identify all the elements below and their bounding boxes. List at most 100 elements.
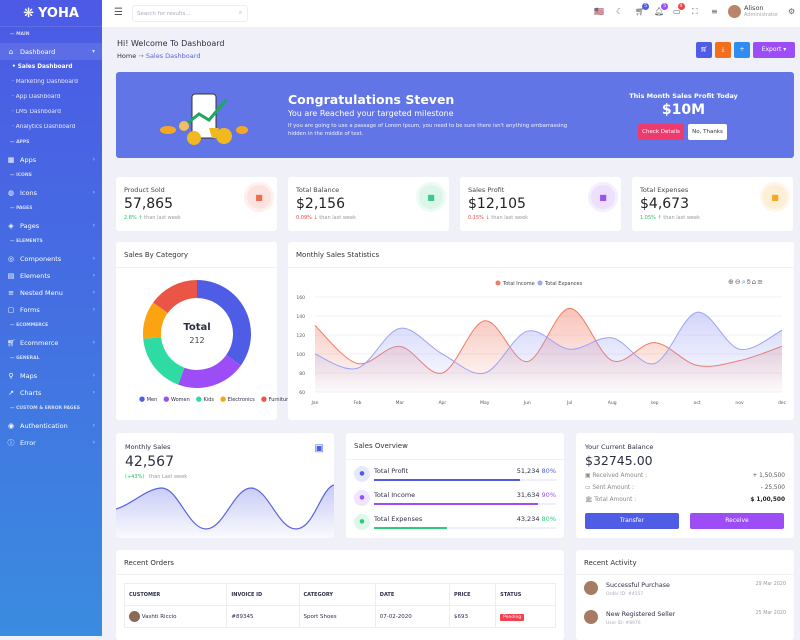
donut-slice-women[interactable] [178, 354, 241, 388]
zoom-out-icon[interactable]: ⊖ [734, 278, 742, 286]
section-general: — GENERAL [10, 356, 40, 361]
chevron-right-icon: › [92, 389, 95, 396]
sidebar-item-elements[interactable]: ▤ Elements › [7, 271, 95, 280]
download-button[interactable]: ⤓ [715, 42, 731, 58]
chevron-right-icon: › [92, 306, 95, 313]
user-role: Administrator [744, 12, 779, 18]
sidebar-item-authentication[interactable]: ◉ Authentication › [7, 421, 95, 430]
section-custom: — CUSTOM & ERROR PAGES [10, 406, 80, 411]
flag-icon[interactable]: 🇺🇸︎ [594, 7, 604, 16]
y-tick-label: 140 [296, 314, 305, 320]
stat-card: Total Balance $2,156 0.09% ↓ than last wee… [288, 177, 449, 231]
stat-value: $12,105 [468, 196, 526, 212]
banner-text: If you are going to use a passage of Lor… [288, 123, 568, 137]
home-icon: ⌂ [8, 47, 14, 56]
donut-slice-electronics[interactable] [143, 302, 168, 339]
progress-bar [374, 503, 556, 505]
bell-icon[interactable]: 🔔︎ 5 [654, 3, 669, 16]
card-title: Sales By Category [124, 251, 189, 259]
card-title: Sales Overview [354, 442, 408, 450]
chevron-right-icon: › [92, 372, 95, 379]
cart-icon[interactable]: 🛒︎ 5 [635, 3, 650, 16]
check-details-button[interactable]: Check Details [638, 124, 684, 140]
sidebar-sub-marketing[interactable]: · Marketing Dashboard [12, 79, 78, 85]
export-button[interactable]: Export ▾ [753, 42, 795, 58]
sidebar-item-error[interactable]: ⓘ Error › [7, 438, 96, 447]
menu-toggle-icon[interactable]: ☰ [114, 7, 123, 18]
list-menu-icon[interactable]: ≡ [711, 7, 718, 16]
sidebar-item-ecommerce[interactable]: 🛒︎ Ecommerce › [7, 338, 95, 347]
chevron-down-icon: ▾ [91, 48, 95, 55]
sidebar-item-forms[interactable]: ▢ Forms › [7, 305, 95, 314]
sidebar-item-icons[interactable]: ◍ Icons › [7, 188, 95, 197]
stat-label: Product Sold [124, 186, 165, 194]
top-header: ☰ Search for results... ⌕ 🇺🇸︎ ☾ 🛒︎ 5 🔔︎ 5 ▭… [102, 0, 800, 27]
zoom-in-icon[interactable]: ⊕ [728, 278, 735, 286]
breadcrumb-home[interactable]: Home [117, 52, 137, 60]
table-row[interactable]: Vashti Riccio #89345 Sport Shoes 07-02-2020… [123, 605, 556, 628]
fullscreen-icon[interactable]: ⛶ [692, 7, 698, 16]
magnifier-icon[interactable]: ⌕ [741, 278, 747, 286]
brand-logo[interactable]: ❋ YOHA [0, 0, 102, 27]
transfer-button[interactable]: Transfer [585, 513, 679, 529]
sidebar-sub-lms[interactable]: · LMS Dashboard [12, 109, 61, 115]
donut-slice-furniture[interactable] [153, 280, 197, 314]
x-tick-label: dec [778, 400, 787, 406]
sidebar-item-pages[interactable]: ◈ Pages › [8, 221, 95, 230]
pan-icon[interactable]: ✋︎ [746, 278, 752, 286]
sidebar-item-maps[interactable]: ⚲ Maps › [8, 371, 95, 380]
donut-chart [143, 280, 251, 388]
legend-item[interactable]: ● Kids [195, 395, 214, 403]
sidebar-sub-sales[interactable]: • Sales Dashboard [12, 64, 73, 70]
sidebar-item-components[interactable]: ◎ Components › [7, 254, 95, 263]
no-thanks-button[interactable]: No, Thanks [688, 124, 727, 140]
series-line-1[interactable] [314, 311, 783, 375]
monthly-sales-card: Monthly Sales 42,567 (+43%) than Last we… [116, 433, 334, 538]
legend-label: Total Income [502, 281, 535, 287]
sidebar-item-apps[interactable]: ▦ Apps › [7, 155, 95, 164]
sidebar-sub-app[interactable]: · App Dashboard [12, 94, 61, 100]
message-icon[interactable]: ▭ 4 [673, 3, 685, 16]
chart-toolbar: ⊕⊖⌕✋︎⌂≡ [728, 278, 764, 287]
legend-item[interactable]: ● Furniture [260, 395, 292, 403]
cart-button[interactable]: 🛒︎ [696, 42, 712, 58]
column-header: PRICE [449, 583, 497, 606]
profit-value: $10M [661, 102, 706, 118]
legend-item[interactable]: ● Women [163, 395, 190, 403]
sidebar-item-charts[interactable]: ↗ Charts › [8, 388, 95, 397]
chevron-right-icon: › [92, 189, 95, 196]
progress-bar [374, 479, 556, 481]
moon-icon[interactable]: ☾ [616, 7, 624, 16]
menu-icon[interactable]: ≡ [757, 278, 764, 286]
overview-row: ● Total Profit 51,234 80% [354, 464, 556, 486]
column-header: STATUS [495, 583, 556, 606]
y-tick-label: 60 [299, 390, 305, 396]
activity-item[interactable]: New Registered Seller User ID: #8976 25 Ma… [584, 609, 786, 633]
gear-icon[interactable]: ⚙ [788, 7, 796, 16]
add-button[interactable]: + [734, 42, 750, 58]
legend-item[interactable]: ● Men [139, 395, 158, 403]
home-icon[interactable]: ⌂ [751, 278, 758, 286]
card-title: Recent Activity [584, 559, 637, 567]
sidebar-item-nested-menu[interactable]: ≡ Nested Menu › [8, 288, 95, 297]
legend-item[interactable]: ● Electronics [219, 395, 255, 403]
search-input[interactable]: Search for results... ⌕ [132, 5, 248, 22]
profit-label: This Month Sales Profit Today [629, 92, 738, 100]
card-title: Your Current Balance [585, 443, 654, 451]
activity-item[interactable]: Successful Purchase Order ID: #4557 29 Mar… [584, 580, 786, 604]
sidebar-item-dashboard[interactable]: ⌂ Dashboard ▾ [0, 43, 102, 60]
x-tick-label: oct [694, 400, 701, 406]
section-icons: — ICONS [10, 173, 32, 178]
sidebar-sub-analytics[interactable]: · Analytics Dashboard [12, 124, 76, 130]
sales-overview-card: Sales Overview ● Total Profit 51,234 80% ● T… [346, 433, 564, 538]
legend-label: Total Expances [544, 281, 583, 287]
donut-slice-kids[interactable] [143, 337, 185, 385]
user-name[interactable]: Alison [744, 4, 764, 12]
chart-icon: ↗ [8, 388, 14, 397]
stat-value: $2,156 [296, 196, 345, 212]
avatar[interactable] [728, 5, 741, 18]
x-tick-label: Feb [353, 400, 361, 406]
logo-icon: ❋ [23, 5, 34, 21]
donut-slice-men[interactable] [197, 280, 251, 366]
receive-button[interactable]: Receive [690, 513, 784, 529]
